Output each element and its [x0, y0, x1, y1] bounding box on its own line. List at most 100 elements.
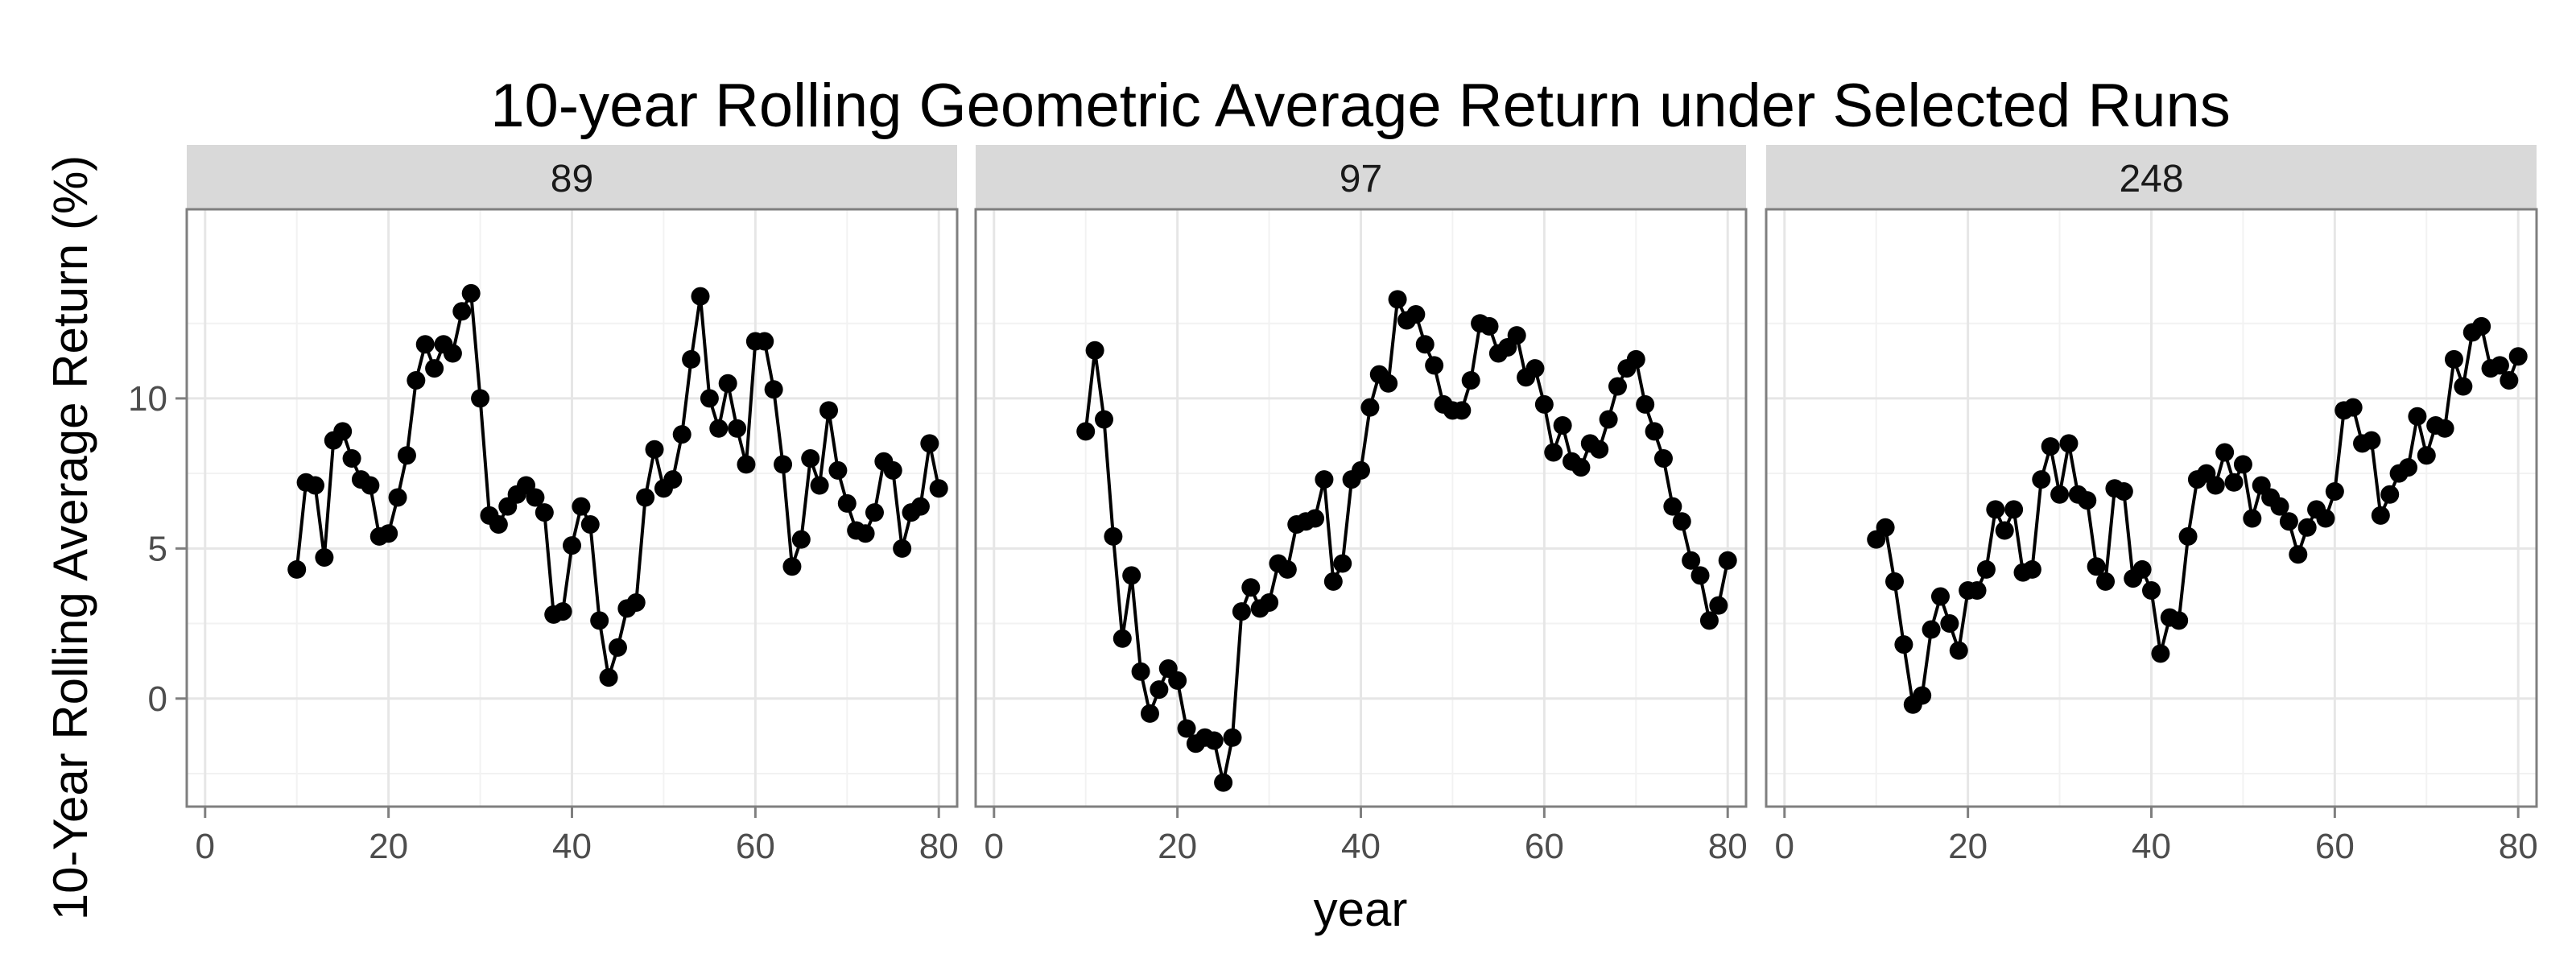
x-tick-label: 60	[1525, 827, 1564, 866]
data-point	[1922, 620, 1941, 639]
data-point	[737, 455, 756, 474]
data-point	[1967, 581, 1987, 601]
x-tick-label: 40	[1341, 827, 1381, 866]
data-point	[1699, 611, 1719, 630]
data-point	[1150, 680, 1169, 700]
x-tick-label: 80	[1708, 827, 1748, 866]
data-point	[1131, 662, 1150, 681]
data-point	[1232, 602, 1251, 621]
data-point	[709, 419, 729, 438]
data-point	[2371, 506, 2390, 525]
data-point	[1940, 614, 1959, 634]
data-point	[2472, 316, 2491, 336]
data-point	[2004, 500, 2024, 519]
facet-strip-label: 248	[2119, 158, 2183, 200]
x-tick-label: 0	[985, 827, 1004, 866]
data-point	[1995, 521, 2014, 540]
data-point	[535, 503, 554, 522]
data-point	[425, 359, 444, 378]
y-axis: 0 5 10	[128, 379, 187, 719]
data-point	[728, 419, 747, 438]
y-axis-title: 10-Year Rolling Average Return (%)	[43, 155, 97, 921]
facet-strip	[187, 145, 957, 209]
data-point	[865, 503, 884, 522]
data-point	[1949, 641, 1968, 660]
data-point	[1876, 518, 1895, 537]
data-point	[910, 497, 930, 516]
data-point	[2490, 356, 2509, 375]
data-point	[1480, 316, 1499, 336]
data-point	[2325, 481, 2344, 501]
data-point	[682, 349, 701, 369]
data-point	[1461, 371, 1480, 390]
data-point	[580, 515, 600, 535]
data-point	[2059, 434, 2079, 453]
data-point	[1894, 635, 1913, 654]
data-point	[1278, 559, 1297, 579]
data-point	[2142, 581, 2161, 601]
data-point	[1214, 773, 1233, 792]
data-point	[1534, 394, 1554, 414]
data-point	[2206, 476, 2225, 495]
data-point	[718, 374, 737, 393]
y-tick-label: 0	[148, 679, 167, 719]
data-point	[1913, 686, 1932, 705]
data-point	[1682, 551, 1701, 570]
facet-strip-label: 89	[551, 158, 593, 200]
data-point	[306, 476, 324, 495]
data-point	[2500, 371, 2519, 390]
data-point	[2508, 347, 2528, 366]
x-tick-label: 0	[1775, 827, 1794, 866]
data-point	[2032, 470, 2051, 489]
data-point	[2233, 455, 2252, 474]
data-point	[2022, 559, 2041, 579]
data-point	[883, 460, 902, 480]
data-point	[333, 422, 353, 441]
data-point	[1672, 512, 1691, 531]
data-point	[2041, 437, 2060, 456]
x-tick-label: 0	[196, 827, 215, 866]
data-point	[672, 425, 691, 444]
data-point	[1930, 587, 1950, 606]
data-point	[415, 335, 435, 354]
data-point	[791, 530, 811, 549]
data-point	[1177, 719, 1196, 738]
data-point	[774, 455, 793, 474]
data-point	[1204, 731, 1224, 750]
data-point	[1306, 509, 1325, 528]
data-point	[700, 389, 719, 408]
x-tick-label: 60	[2315, 827, 2355, 866]
data-point	[782, 557, 802, 576]
data-point	[810, 476, 829, 495]
data-point	[452, 302, 472, 321]
x-tick-label: 80	[2499, 827, 2538, 866]
data-point	[361, 476, 380, 495]
data-point	[764, 380, 783, 399]
y-tick-label: 10	[128, 379, 167, 419]
data-point	[2050, 485, 2070, 504]
x-tick-label: 20	[1948, 827, 1988, 866]
data-point	[1095, 410, 1113, 429]
x-tick-label: 20	[369, 827, 408, 866]
data-point	[2289, 545, 2308, 564]
data-point	[636, 488, 655, 507]
data-point	[2399, 458, 2417, 477]
data-point	[1976, 559, 1996, 579]
data-point	[1544, 443, 1563, 462]
data-point	[2417, 446, 2436, 465]
series-line-89	[295, 291, 941, 679]
data-point	[2362, 431, 2381, 450]
data-point	[2151, 644, 2170, 663]
data-point	[2215, 443, 2235, 462]
data-point	[2096, 572, 2116, 591]
data-point	[691, 287, 710, 306]
data-point	[1388, 290, 1407, 309]
data-point	[397, 446, 416, 465]
data-point	[1333, 554, 1352, 573]
data-point	[1260, 592, 1279, 612]
data-point	[801, 448, 820, 468]
data-point	[755, 332, 774, 351]
data-point	[1507, 326, 1526, 345]
data-point	[1223, 728, 1242, 747]
